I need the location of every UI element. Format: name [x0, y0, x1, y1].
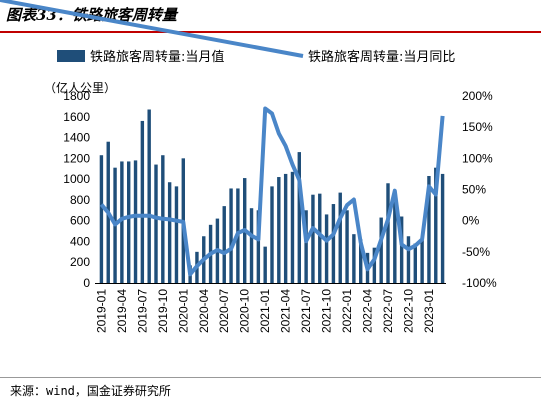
y-tick-left: 800 — [70, 193, 90, 207]
bar — [277, 177, 281, 283]
x-tick-label: 2020-07 — [217, 289, 231, 333]
y-tick-left: 0 — [83, 276, 90, 290]
legend: 铁路旅客周转量:当月值 铁路旅客周转量:当月同比 — [0, 0, 455, 65]
bar — [140, 120, 145, 283]
x-tick-label: 2021-07 — [299, 289, 313, 333]
y-tick-left: 600 — [70, 214, 90, 228]
x-tick-label: 2022-10 — [402, 289, 416, 333]
x-tick-label: 2023-01 — [422, 289, 436, 333]
y-tick-right: 150% — [462, 120, 493, 134]
x-tick-label: 2019-04 — [115, 289, 129, 333]
x-tick-label: 2022-07 — [381, 289, 395, 333]
legend-line-swatch — [0, 0, 304, 58]
bar — [345, 210, 349, 283]
title-divider — [0, 31, 541, 33]
y-tick-right: 50% — [462, 183, 486, 197]
bar — [420, 239, 424, 283]
bar — [290, 171, 295, 283]
bar — [318, 193, 322, 283]
x-tick-label: 2020-01 — [176, 289, 190, 333]
x-tick-label: 2021-10 — [320, 289, 334, 333]
bar — [249, 208, 254, 283]
x-tick-label: 2020-04 — [197, 289, 211, 333]
bar — [338, 192, 342, 283]
legend-bar-label: 铁路旅客周转量:当月值 — [90, 49, 224, 65]
bar — [99, 155, 104, 283]
bar — [379, 217, 383, 283]
bar — [413, 243, 417, 283]
bar — [399, 216, 404, 283]
bar — [147, 109, 151, 283]
bar — [406, 236, 411, 283]
x-tick-label: 2022-01 — [340, 289, 354, 333]
y-tick-left: 200 — [70, 255, 90, 269]
y-axis-left-label: （亿人公里） — [44, 80, 116, 95]
y-tick-left: 400 — [70, 234, 90, 248]
bar — [283, 173, 288, 283]
bar — [434, 167, 438, 283]
x-tick-label: 2021-04 — [279, 289, 293, 333]
bar — [270, 186, 274, 283]
y-tick-right: 200% — [462, 89, 493, 103]
y-tick-left: 1000 — [63, 172, 90, 186]
bar — [167, 182, 172, 283]
bar — [297, 152, 301, 283]
bar — [352, 234, 356, 283]
bar — [174, 186, 179, 283]
bar — [133, 160, 138, 283]
bar — [331, 204, 336, 283]
legend-bar-swatch — [57, 50, 85, 62]
bar — [263, 246, 267, 283]
x-tick-label: 2019-10 — [156, 289, 170, 333]
y-tick-left: 1400 — [63, 131, 90, 145]
legend-line-label: 铁路旅客周转量:当月同比 — [308, 49, 455, 65]
bar — [256, 210, 261, 283]
bar — [222, 206, 226, 283]
x-tick-label: 2022-04 — [361, 289, 375, 333]
y-tick-right: -100% — [462, 276, 497, 290]
bar — [127, 161, 131, 283]
bar — [359, 239, 363, 283]
bar — [229, 188, 233, 283]
bar — [324, 214, 329, 283]
y-tick-left: 1600 — [63, 110, 90, 124]
chart: 铁路旅客周转量:当月值 铁路旅客周转量:当月同比 （亿人公里） 0 200 400 6… — [0, 0, 497, 333]
x-tick-label: 2019-01 — [94, 289, 108, 333]
y-tick-right: -50% — [462, 245, 490, 259]
bar — [393, 199, 397, 283]
x-tick-label: 2019-07 — [135, 289, 149, 333]
bar — [440, 173, 445, 283]
bar — [427, 175, 431, 283]
bar — [386, 183, 390, 283]
y-tick-left: 1800 — [63, 89, 90, 103]
bar — [120, 161, 124, 283]
footer-divider — [0, 377, 541, 378]
bar — [372, 247, 377, 283]
x-tick-label: 2021-01 — [258, 289, 272, 333]
source-note: 来源：wind，国金证券研究所 — [10, 384, 171, 398]
y-tick-left: 1200 — [63, 151, 90, 165]
bar — [304, 210, 308, 283]
x-tick-label: 2020-10 — [238, 289, 252, 333]
bar — [154, 164, 158, 283]
series-line-yoy — [99, 106, 445, 277]
y-tick-right: 0% — [462, 214, 480, 228]
bar — [311, 194, 315, 283]
y-tick-right: 100% — [462, 151, 493, 165]
